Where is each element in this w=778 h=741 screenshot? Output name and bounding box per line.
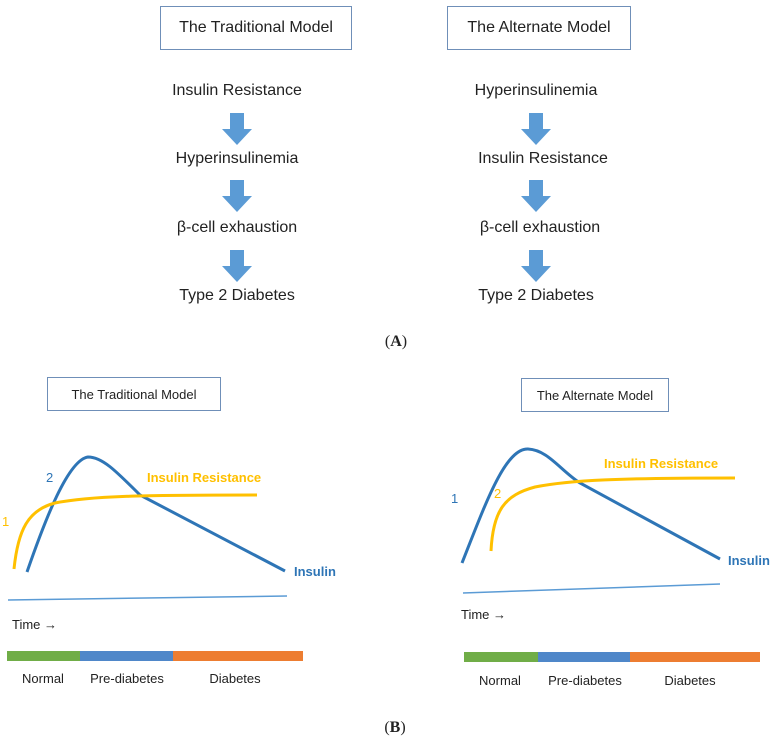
traditional-model-title-box-a: The Traditional Model	[160, 6, 352, 50]
traditional-stage-diabetes: Diabetes	[209, 671, 261, 686]
traditional-step-4: Type 2 Diabetes	[179, 287, 295, 304]
traditional-resistance-label: Insulin Resistance	[147, 470, 262, 485]
alternate-prediabetes-bar	[538, 652, 630, 662]
down-arrow-icon	[222, 180, 252, 212]
traditional-insulin-label: Insulin	[294, 564, 336, 579]
alternate-model-title-a: The Alternate Model	[467, 19, 611, 36]
panel-a-label-prefix: (	[384, 333, 391, 350]
alternate-insulin-curve	[460, 447, 721, 564]
traditional-time-axis	[7, 595, 288, 601]
panel-b-label: (B)	[384, 719, 405, 737]
alternate-diabetes-bar	[630, 652, 760, 662]
panel-b-label-prefix: (	[384, 719, 390, 736]
alternate-stage-diabetes: Diabetes	[664, 673, 716, 688]
alternate-step-4: Type 2 Diabetes	[478, 287, 594, 304]
alternate-insulin-label: Insulin	[728, 553, 770, 568]
alternate-stage-normal: Normal	[479, 673, 521, 688]
traditional-insulin-order: 2	[46, 470, 54, 485]
down-arrow-icon	[222, 250, 252, 282]
alternate-insulin-order: 1	[451, 491, 459, 506]
traditional-resistance-order: 1	[2, 514, 10, 529]
traditional-resistance-curve	[12, 493, 258, 570]
alternate-resistance-order: 2	[494, 486, 502, 501]
traditional-step-3: β-cell exhaustion	[176, 219, 298, 236]
traditional-stage-prediabetes: Pre-diabetes	[90, 671, 164, 686]
alternate-resistance-label: Insulin Resistance	[604, 456, 719, 471]
down-arrow-icon	[222, 113, 252, 145]
alternate-time-axis	[462, 583, 721, 594]
traditional-prediabetes-bar	[80, 651, 173, 661]
panel-b-label-suffix: )	[400, 719, 406, 736]
traditional-stage-normal: Normal	[22, 671, 64, 686]
alternate-time-label: Time →	[461, 607, 507, 622]
traditional-step-1: Insulin Resistance	[172, 82, 302, 99]
traditional-time-label: Time →	[12, 617, 58, 632]
down-arrow-icon	[521, 250, 551, 282]
alternate-model-title-box-a: The Alternate Model	[447, 6, 631, 50]
alternate-stage-prediabetes: Pre-diabetes	[548, 673, 622, 688]
alternate-resistance-curve	[489, 476, 736, 552]
down-arrow-icon	[521, 113, 551, 145]
alternate-model-title-b: The Alternate Model	[536, 387, 654, 403]
alternate-step-3: β-cell exhaustion	[479, 219, 601, 236]
alternate-normal-bar	[464, 652, 538, 662]
alternate-step-1: Hyperinsulinemia	[474, 82, 598, 99]
alternate-step-2: Insulin Resistance	[478, 150, 608, 167]
panel-a-label: (A)	[385, 333, 407, 351]
panel-a-label-suffix: )	[401, 333, 408, 350]
traditional-step-2: Hyperinsulinemia	[175, 150, 299, 167]
panel-b-label-letter: B	[389, 719, 401, 736]
traditional-model-title-a: The Traditional Model	[179, 19, 333, 36]
traditional-normal-bar	[7, 651, 80, 661]
down-arrow-icon	[521, 180, 551, 212]
traditional-model-title-box-b: The Traditional Model	[47, 377, 221, 411]
traditional-model-title-b: The Traditional Model	[71, 386, 197, 402]
traditional-insulin-curve	[25, 455, 286, 573]
alternate-model-title-box-b: The Alternate Model	[521, 378, 669, 412]
traditional-diabetes-bar	[173, 651, 303, 661]
panel-a-label-letter: A	[390, 333, 402, 350]
